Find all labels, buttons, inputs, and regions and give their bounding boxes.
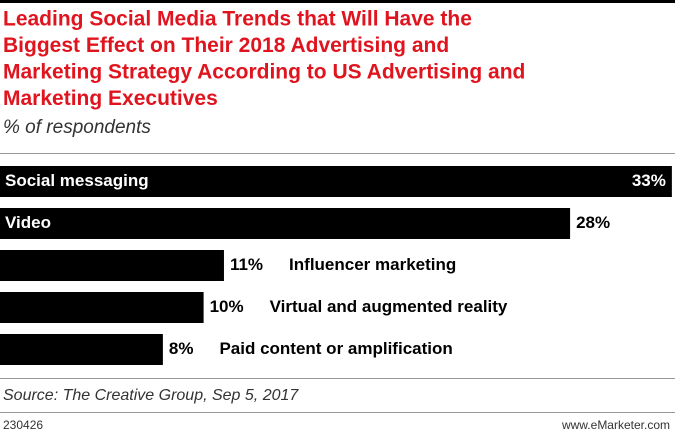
brand: www.eMarketer.com: [561, 418, 670, 432]
value-label: 8%: [169, 339, 194, 358]
value-label: 10%: [210, 297, 244, 316]
bar: [0, 208, 571, 239]
chart-title: Leading Social Media Trends that Will Ha…: [3, 8, 472, 31]
category-label: Influencer marketing: [289, 255, 456, 274]
bar: [0, 292, 204, 323]
rule: [0, 153, 675, 154]
source: Source: The Creative Group, Sep 5, 2017: [3, 387, 299, 404]
rule: [0, 378, 675, 379]
chart-title: Biggest Effect on Their 2018 Advertising…: [3, 34, 449, 57]
bar: [0, 250, 224, 281]
rule: [0, 412, 675, 413]
value-label: 11%: [230, 255, 263, 274]
category-label: Paid content or amplification: [219, 339, 452, 358]
value-label: 33%: [632, 171, 666, 190]
bar: [0, 334, 163, 365]
chart-id: 230426: [3, 418, 43, 432]
chart-title: Marketing Strategy According to US Adver…: [3, 61, 525, 84]
category-label: Video: [5, 213, 51, 232]
category-label: Virtual and augmented reality: [270, 297, 508, 316]
bar: [0, 166, 672, 197]
category-label: Social messaging: [5, 171, 149, 190]
subtitle: % of respondents: [3, 117, 151, 138]
top-rule: [0, 0, 675, 3]
value-label: 28%: [576, 213, 610, 232]
chart-title: Marketing Executives: [3, 87, 218, 110]
